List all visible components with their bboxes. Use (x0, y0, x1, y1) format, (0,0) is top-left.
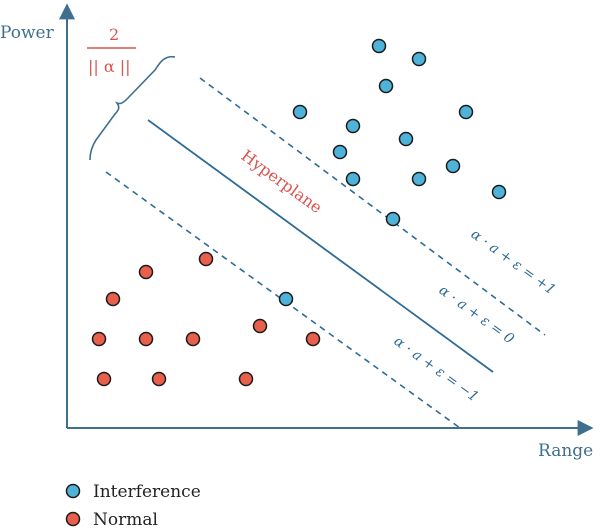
bracket-icon (89, 55, 176, 161)
normal-point (91, 331, 107, 347)
normal-point (238, 371, 254, 387)
interference-point (345, 118, 361, 134)
interference-point (398, 131, 414, 147)
lower-margin-line (105, 171, 461, 429)
interference-point (345, 171, 361, 187)
interference-point (411, 171, 427, 187)
upper-margin-line (199, 77, 546, 336)
interference-point (491, 184, 507, 200)
equation-plus-one: α · a + ε = +1 (468, 226, 559, 298)
legend-interference-swatch (65, 483, 81, 499)
legend-normal-swatch (65, 511, 81, 527)
hyperplane-label: Hyperplane (238, 146, 326, 217)
normal-point (138, 264, 154, 280)
margin-numerator: 2 (109, 25, 119, 44)
interference-points (278, 38, 507, 307)
normal-point (305, 331, 321, 347)
interference-point (385, 211, 401, 227)
y-axis-label: Power (0, 23, 55, 43)
interference-point (378, 78, 394, 94)
margin-denominator: || α || (88, 57, 131, 76)
normal-point (105, 291, 121, 307)
interference-point (371, 38, 387, 54)
normal-point (198, 251, 214, 267)
interference-point (278, 291, 294, 307)
equation-minus-one: α · a + ε = −1 (391, 333, 482, 405)
legend: Interference Normal (65, 482, 201, 528)
hyperplane-line (147, 119, 494, 373)
interference-point (411, 51, 427, 67)
normal-point (151, 371, 167, 387)
normal-point (252, 318, 268, 334)
normal-points (91, 251, 321, 387)
legend-normal-label: Normal (93, 510, 158, 528)
normal-point (185, 331, 201, 347)
legend-interference-label: Interference (93, 482, 201, 502)
x-axis-label: Range (538, 441, 593, 461)
interference-point (292, 104, 308, 120)
interference-point (458, 104, 474, 120)
interference-point (445, 158, 461, 174)
normal-point (138, 331, 154, 347)
normal-point (96, 371, 112, 387)
equation-zero: α · a + ε = 0 (436, 282, 517, 347)
interference-point (332, 144, 348, 160)
